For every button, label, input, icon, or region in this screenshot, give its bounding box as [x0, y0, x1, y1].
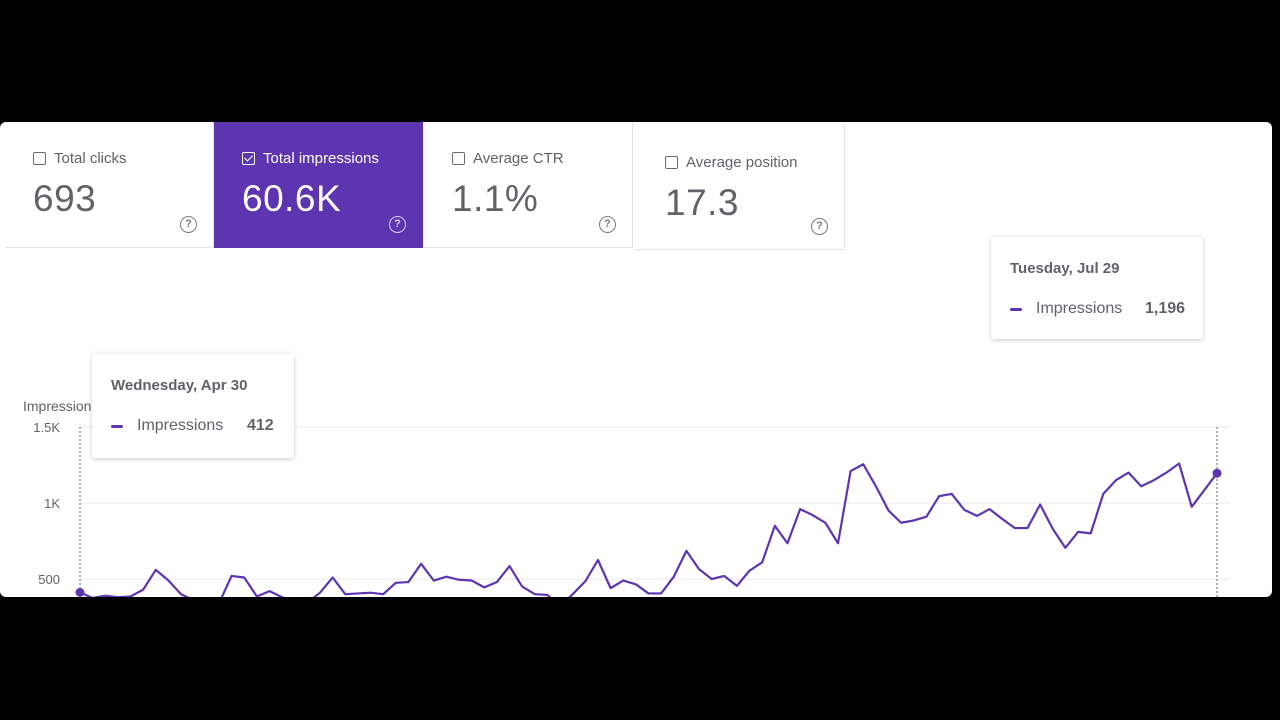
data-point-jul-29[interactable]	[1212, 468, 1222, 478]
metric-card-average-position[interactable]: Average position 17.3 ?	[634, 124, 845, 250]
tooltip-row: Impressions	[1010, 300, 1122, 318]
metric-card-average-ctr[interactable]: Average CTR 1.1% ?	[424, 122, 633, 248]
y-tick-label: 500	[38, 572, 60, 587]
help-icon[interactable]: ?	[599, 216, 616, 233]
metric-value: 693	[33, 178, 97, 219]
tooltip-series-name: Impressions	[1036, 300, 1123, 317]
checkbox-icon[interactable]	[665, 156, 678, 169]
tooltip-value: 1,196	[1145, 300, 1186, 317]
series-swatch-icon	[1010, 307, 1022, 311]
help-icon[interactable]: ?	[180, 216, 197, 233]
tooltip-jul-29: Tuesday, Jul 29 Impressions 1,196	[991, 237, 1203, 339]
impressions-series-line[interactable]	[79, 462, 1218, 597]
metric-card-head: Average position	[665, 154, 797, 171]
metric-value: 17.3	[665, 182, 740, 223]
help-icon[interactable]: ?	[811, 218, 828, 235]
metric-card-head: Total clicks	[33, 150, 127, 167]
metric-card-head: Average CTR	[452, 150, 564, 167]
help-icon[interactable]: ?	[389, 216, 406, 233]
data-point-apr-30[interactable]	[75, 587, 85, 597]
metric-label: Average CTR	[473, 150, 564, 167]
metric-card-head: Total impressions	[242, 150, 379, 167]
y-axis-title: Impressions	[23, 398, 98, 414]
impressions-chart[interactable]: Impressions 05001K1.5K 4/30/255/10/255/2…	[0, 248, 1272, 597]
tooltip-value: 412	[247, 417, 274, 434]
metric-label: Total clicks	[54, 150, 127, 167]
checkbox-checked-icon[interactable]	[242, 152, 255, 165]
performance-panel: Total clicks 693 ? Total impressions 60.…	[0, 122, 1272, 597]
tooltip-row: Impressions	[111, 417, 223, 435]
checkbox-icon[interactable]	[33, 152, 46, 165]
y-tick-label: 1K	[44, 496, 60, 511]
metric-card-total-impressions[interactable]: Total impressions 60.6K ?	[214, 122, 423, 248]
metric-value: 1.1%	[452, 178, 539, 219]
metric-card-total-clicks[interactable]: Total clicks 693 ?	[5, 122, 214, 248]
metric-value: 60.6K	[242, 178, 342, 219]
metric-label: Average position	[686, 154, 798, 171]
y-tick-label: 1.5K	[33, 420, 60, 435]
series-swatch-icon	[111, 424, 123, 428]
tooltip-series-name: Impressions	[137, 417, 224, 434]
y-tick-labels: 05001K1.5K	[33, 420, 60, 587]
checkbox-icon[interactable]	[452, 152, 465, 165]
tooltip-apr-30: Wednesday, Apr 30 Impressions 412	[92, 354, 294, 458]
tooltip-date: Wednesday, Apr 30	[111, 377, 248, 394]
tooltip-date: Tuesday, Jul 29	[1010, 260, 1120, 277]
metric-label: Total impressions	[263, 150, 379, 167]
